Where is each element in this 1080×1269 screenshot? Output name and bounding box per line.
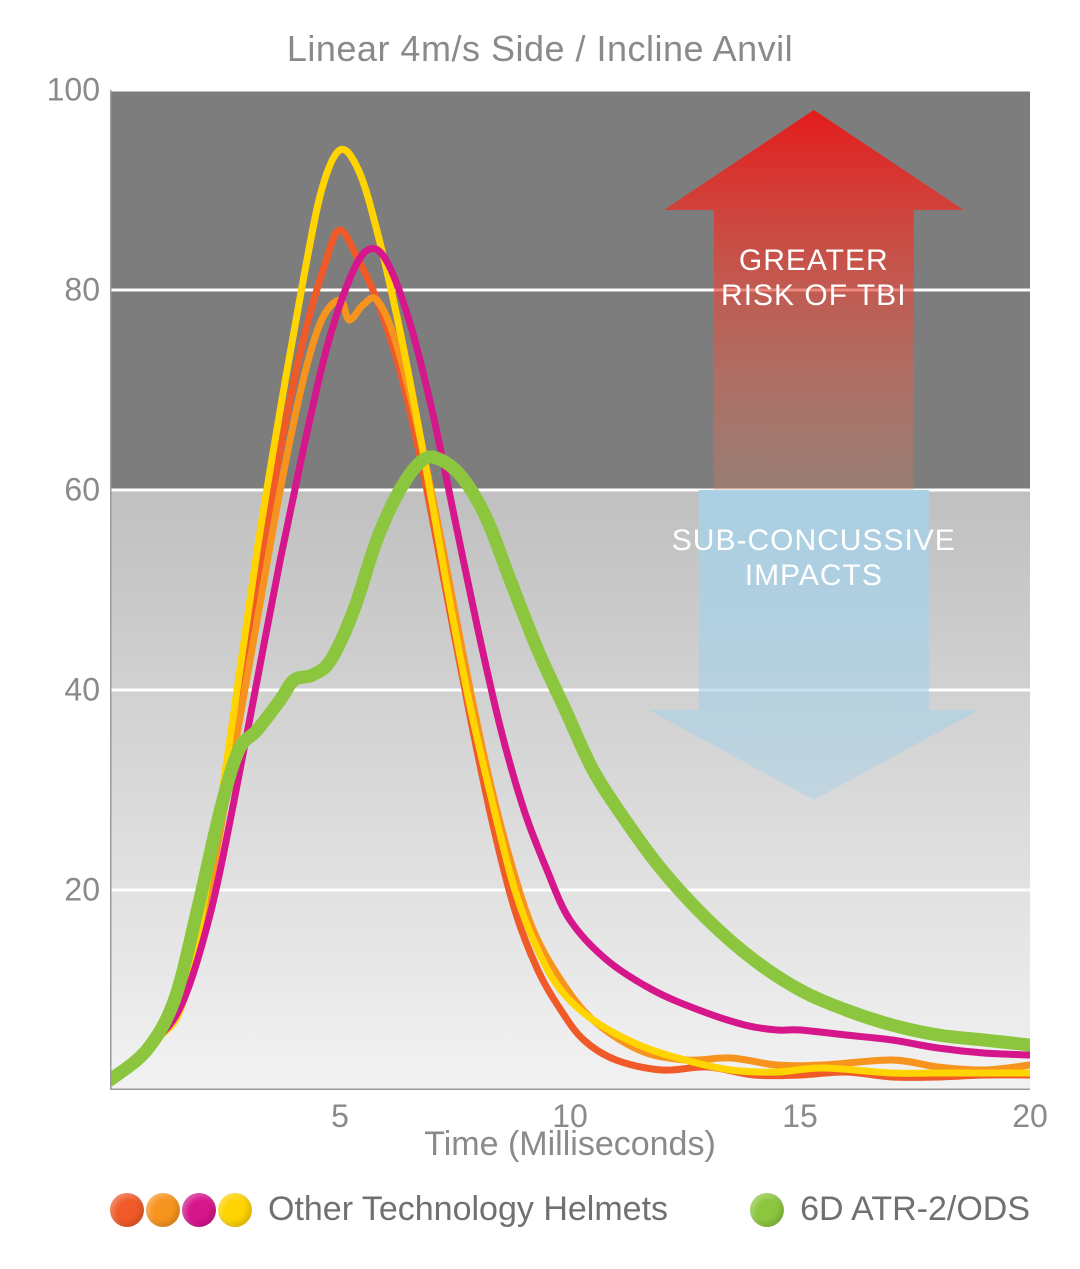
y-tick: 80 [64,272,100,309]
legend-ods-swatch [750,1193,784,1227]
legend-swatch [146,1193,180,1227]
svg-text:SUB-CONCUSSIVE: SUB-CONCUSSIVE [672,524,956,557]
chart-svg: GREATERRISK OF TBI SUB-CONCUSSIVEIMPACTS [110,90,1030,1090]
y-tick: 40 [64,672,100,709]
svg-text:GREATER: GREATER [739,244,889,277]
chart-title: Linear 4m/s Side / Incline Anvil [0,28,1080,70]
x-axis-label: Time (Milliseconds) [110,1125,1030,1164]
y-tick: 100 [47,72,100,109]
legend-swatch [110,1193,144,1227]
chart-legend: Other Technology Helmets 6D ATR-2/ODS [110,1190,1030,1229]
plot-area: GREATERRISK OF TBISUB-CONCUSSIVEIMPACTS … [110,90,1030,1090]
y-tick: 60 [64,472,100,509]
svg-text:IMPACTS: IMPACTS [745,559,883,592]
legend-other-swatches [110,1193,254,1227]
legend-ods-label: 6D ATR-2/ODS [800,1190,1030,1229]
legend-ods-swatch-wrap [750,1193,786,1227]
legend-swatch [182,1193,216,1227]
svg-text:RISK OF TBI: RISK OF TBI [721,279,906,312]
legend-ods-group: 6D ATR-2/ODS [750,1190,1030,1229]
y-tick: 20 [64,872,100,909]
chart-page: Linear 4m/s Side / Incline Anvil Linear … [0,0,1080,1269]
legend-swatch [218,1193,252,1227]
legend-other-group: Other Technology Helmets [110,1190,668,1229]
legend-other-label: Other Technology Helmets [268,1190,668,1229]
